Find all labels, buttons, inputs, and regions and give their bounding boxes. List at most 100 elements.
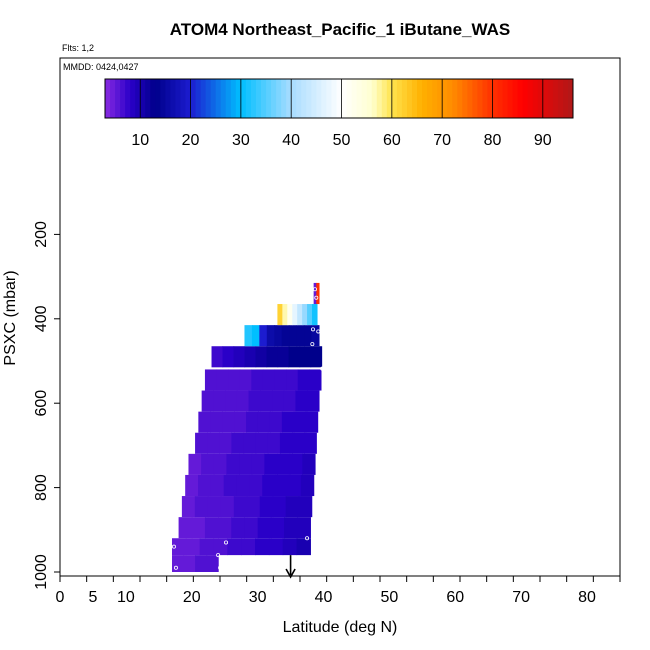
data-cell bbox=[172, 555, 185, 572]
data-cell bbox=[293, 411, 307, 433]
colorbar-swatch bbox=[386, 79, 393, 118]
colorbar-swatch bbox=[452, 79, 458, 118]
colorbar-swatch bbox=[492, 79, 499, 118]
colorbar-swatch bbox=[240, 79, 247, 118]
colorbar-swatch bbox=[170, 79, 176, 118]
colorbar: 10 20 30 40 50 60 70 80 90 bbox=[104, 78, 574, 149]
sample-point bbox=[216, 553, 221, 558]
colorbar-swatch bbox=[537, 79, 544, 118]
data-cell bbox=[297, 517, 311, 539]
colorbar-swatch bbox=[306, 79, 312, 118]
data-cell bbox=[255, 538, 270, 556]
colorbar-swatch bbox=[547, 79, 554, 118]
data-cell bbox=[259, 325, 268, 347]
colorbar-swatch bbox=[376, 79, 383, 118]
data-cell bbox=[244, 346, 257, 368]
data-cell bbox=[300, 474, 315, 497]
colorbar-tick-label: 50 bbox=[333, 132, 351, 149]
colorbar-swatch bbox=[291, 79, 297, 118]
data-cell bbox=[304, 432, 317, 454]
colorbar-swatch bbox=[296, 79, 302, 118]
colorbar-swatch bbox=[467, 79, 473, 118]
colorbar-swatch bbox=[220, 79, 227, 118]
colorbar-swatch bbox=[447, 79, 453, 118]
x-tick-label: 30 bbox=[249, 589, 267, 606]
sample-point bbox=[310, 342, 315, 347]
colorbar-swatch bbox=[200, 79, 207, 118]
data-cell bbox=[272, 390, 285, 412]
data-cell bbox=[236, 474, 251, 497]
data-cell bbox=[210, 474, 225, 497]
data-cell bbox=[194, 496, 209, 518]
colorbar-swatch bbox=[261, 79, 267, 118]
colorbar-swatch bbox=[316, 79, 322, 118]
sample-point bbox=[314, 295, 319, 300]
data-cell bbox=[207, 432, 220, 454]
x-tick-label: 20 bbox=[183, 589, 201, 606]
x-tick-label: 60 bbox=[446, 589, 464, 606]
colorbar-swatch bbox=[311, 79, 317, 118]
data-cell bbox=[246, 411, 259, 433]
data-cell bbox=[292, 304, 298, 326]
data-cell bbox=[227, 538, 242, 556]
colorbar-swatch bbox=[457, 79, 463, 118]
colorbar-swatch bbox=[281, 79, 287, 118]
colorbar-swatch bbox=[331, 79, 337, 118]
colorbar-swatch bbox=[326, 79, 332, 118]
colorbar-swatch bbox=[125, 79, 131, 118]
data-cell bbox=[277, 346, 290, 368]
data-cell bbox=[218, 517, 232, 539]
data-cell bbox=[304, 325, 313, 347]
data-cell bbox=[296, 538, 311, 556]
colorbar-swatch bbox=[250, 79, 257, 118]
data-cell bbox=[262, 474, 276, 497]
colorbar-swatch bbox=[497, 79, 504, 118]
x-tick-label: 80 bbox=[578, 589, 596, 606]
x-axis: 0 5 10 20 30 40 50 60 70 80 bbox=[56, 576, 621, 606]
data-cell bbox=[243, 432, 257, 454]
data-cell bbox=[277, 453, 291, 475]
data-cell bbox=[185, 538, 201, 556]
colorbar-swatch bbox=[366, 79, 373, 118]
data-cell bbox=[233, 496, 248, 518]
colorbar-swatch bbox=[432, 79, 438, 118]
data-cell bbox=[297, 369, 310, 391]
data-cell bbox=[311, 325, 320, 347]
data-cell bbox=[183, 555, 196, 572]
data-cell bbox=[213, 453, 228, 475]
data-cell bbox=[257, 517, 272, 539]
y-axis-label: PSXC (mbar) bbox=[2, 270, 19, 365]
colorbar-swatch bbox=[527, 79, 534, 118]
arrow-head bbox=[285, 568, 296, 579]
x-tick-label: 10 bbox=[117, 589, 135, 606]
data-cell bbox=[312, 304, 318, 326]
data-cell bbox=[213, 390, 226, 412]
data-cell bbox=[277, 304, 283, 326]
data-cell bbox=[297, 304, 303, 326]
colorbar-swatch bbox=[165, 79, 171, 118]
colorbar-swatch bbox=[230, 79, 237, 118]
data-cell bbox=[260, 390, 273, 412]
y-tick-label: 400 bbox=[33, 305, 50, 332]
data-cell bbox=[305, 411, 319, 433]
data-cell bbox=[204, 369, 218, 391]
data-cell bbox=[316, 282, 320, 305]
data-cell bbox=[248, 390, 261, 412]
colorbar-swatch bbox=[552, 79, 559, 118]
data-cell bbox=[198, 474, 212, 497]
colorbar-swatch bbox=[160, 79, 166, 118]
colorbar-swatch bbox=[396, 79, 403, 118]
y-tick-label: 200 bbox=[33, 221, 50, 248]
data-cell bbox=[204, 517, 219, 539]
data-cell bbox=[289, 325, 298, 347]
data-cell bbox=[281, 325, 290, 347]
colorbar-swatch bbox=[145, 79, 151, 118]
colorbar-swatch bbox=[557, 79, 564, 118]
data-cell bbox=[272, 496, 287, 518]
data-cell bbox=[210, 411, 223, 433]
colorbar-swatch bbox=[110, 79, 116, 118]
data-cell bbox=[296, 325, 305, 347]
data-cell bbox=[231, 432, 245, 454]
colorbar-swatch bbox=[482, 79, 488, 118]
data-cell bbox=[267, 432, 281, 454]
